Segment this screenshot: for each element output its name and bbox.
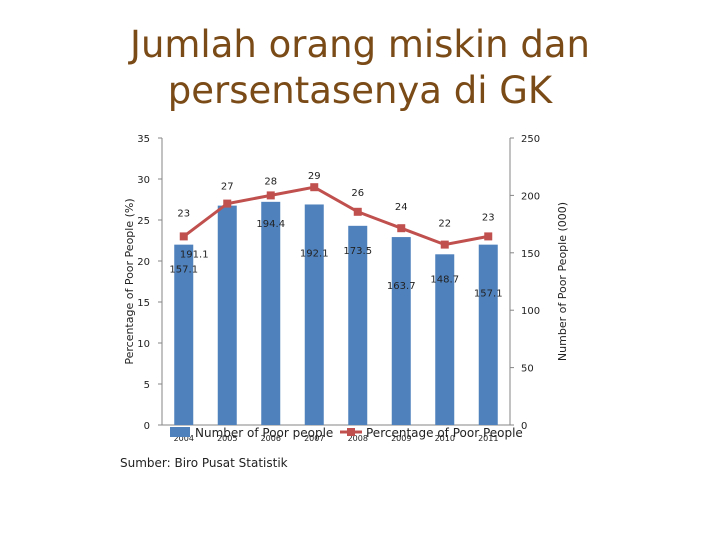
y-right-tick-label: 100 [521, 306, 540, 317]
bar-series-group [174, 201, 498, 425]
bar-2006 [261, 201, 281, 425]
y-left-tick-label: 15 [137, 298, 150, 309]
y-right-tick-label: 150 [521, 249, 540, 260]
source-note: Sumber: Biro Pusat Statistik [120, 456, 288, 470]
y-left-tick-label: 35 [137, 134, 150, 145]
bar-value-label: 157.1 [474, 289, 503, 300]
line-point-2006 [266, 191, 275, 200]
line-series-group [179, 183, 493, 249]
y-axis-right-title: Number of Poor People (000) [556, 202, 569, 361]
line-value-label: 26 [351, 188, 364, 199]
y-right-tick-label: 50 [521, 364, 534, 375]
bar-2011 [478, 244, 498, 425]
data-labels-group: 157.1 191.1 194.4 192.1 173.5 163.7 148.7 157.1… [169, 171, 502, 299]
x-tick-label: 2006 [261, 434, 281, 443]
y-left-tick-label: 5 [144, 380, 150, 391]
x-tick-label: 2009 [391, 434, 411, 443]
line-value-label: 23 [482, 212, 495, 223]
x-tick-label: 2004 [174, 434, 194, 443]
y-right-tick-label: 250 [521, 134, 540, 145]
line-point-2010 [440, 240, 449, 249]
y-right-tick-label: 0 [521, 421, 527, 432]
y-left-tick-label: 25 [137, 216, 150, 227]
x-tick-label: 2005 [217, 434, 237, 443]
bar-2010 [435, 254, 455, 425]
legend-line-marker [347, 428, 355, 436]
bar-value-label: 157.1 [169, 265, 198, 276]
bar-value-label: 191.1 [180, 250, 209, 261]
line-value-label: 24 [395, 202, 408, 213]
y-left-tick-label: 30 [137, 175, 150, 186]
legend-bar-label: Number of Poor people [195, 426, 333, 440]
line-point-2009 [397, 224, 406, 233]
line-value-label: 28 [264, 176, 277, 187]
bar-value-label: 163.7 [387, 281, 416, 292]
line-value-label: 22 [438, 219, 451, 230]
line-value-label: 23 [177, 208, 190, 219]
bar-value-label: 192.1 [300, 248, 329, 259]
line-point-2011 [484, 232, 493, 241]
bar-2009 [391, 237, 411, 425]
chart-axes: 0 5 10 15 20 25 30 35 0 50 100 150 200 250 Percentage … [123, 134, 569, 432]
x-tick-labels: 2004 2005 2006 2007 2008 2009 2010 2011 [174, 434, 499, 443]
y-left-tick-label: 20 [137, 257, 150, 268]
chart-legend: Number of Poor people Percentage of Poor … [170, 426, 523, 440]
percentage-line [182, 185, 489, 247]
line-point-2004 [179, 232, 188, 241]
y-left-tick-label: 0 [144, 421, 150, 432]
line-value-label: 27 [221, 182, 234, 193]
y-left-tick-label: 10 [137, 339, 150, 350]
legend-bar-swatch [170, 427, 190, 437]
line-value-label: 29 [308, 171, 321, 182]
line-point-2007 [310, 183, 319, 192]
bar-value-label: 194.4 [256, 219, 285, 230]
bar-2008 [348, 225, 368, 425]
bar-value-label: 173.5 [343, 246, 372, 257]
bar-2005 [217, 205, 237, 425]
chart-title: Jumlah orang miskin dan persentasenya di… [130, 23, 590, 112]
bar-2004 [174, 244, 194, 425]
x-tick-label: 2011 [478, 434, 498, 443]
line-point-2008 [353, 207, 362, 216]
bar-value-label: 148.7 [430, 274, 459, 285]
y-right-tick-label: 200 [521, 191, 540, 202]
bar-2007 [304, 204, 324, 425]
line-point-2005 [223, 199, 232, 208]
x-tick-label: 2007 [304, 434, 324, 443]
legend-line-label: Percentage of Poor People [366, 426, 523, 440]
x-tick-label: 2010 [435, 434, 455, 443]
x-tick-label: 2008 [348, 434, 368, 443]
y-axis-left-title: Percentage of Poor People (%) [123, 198, 136, 364]
